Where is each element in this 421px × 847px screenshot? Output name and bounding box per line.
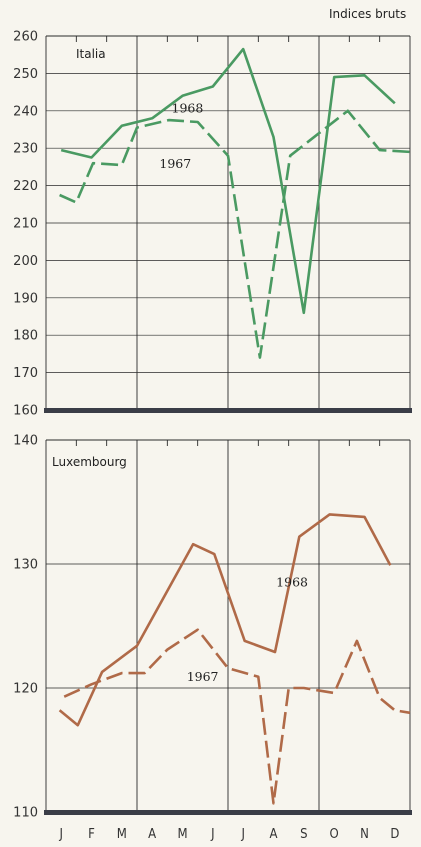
y-tick-label: 260 — [13, 30, 38, 45]
x-tick-label: A — [270, 827, 278, 842]
x-tick-label: A — [148, 827, 156, 842]
italia-title: Italia — [76, 47, 106, 61]
series-line-1968 — [58, 513, 392, 727]
x-tick-label: M — [117, 827, 127, 842]
x-tick-label: J — [58, 827, 62, 842]
x-tick-label: J — [240, 827, 244, 842]
x-axis-baseline — [44, 408, 412, 413]
x-tick-label: F — [88, 827, 95, 842]
units-label: Indices bruts — [329, 7, 406, 21]
y-tick-label: 220 — [13, 179, 38, 194]
series-line-1968 — [60, 47, 396, 315]
y-tick-label: 130 — [13, 558, 38, 573]
x-tick-label: D — [390, 827, 399, 842]
y-tick-label: 170 — [13, 366, 38, 381]
x-axis-baseline — [44, 810, 412, 815]
chart-panel-2: 110 120 130 140 Luxembourg 1968 1967 — [13, 434, 412, 821]
series-annotation: 1968 — [276, 575, 308, 590]
y-tick-label: 160 — [13, 404, 38, 419]
x-tick-label: J — [210, 827, 214, 842]
y-tick-label: 140 — [13, 434, 38, 449]
y-tick-label: 180 — [13, 329, 38, 344]
series-annotation: 1968 — [172, 101, 204, 116]
series-line-1967 — [63, 628, 411, 805]
x-tick-label: S — [300, 827, 307, 842]
x-tick-label: O — [330, 827, 339, 842]
y-tick-label: 120 — [13, 682, 38, 697]
series-annotation: 1967 — [159, 156, 191, 171]
chart-panel-1: 160 170 180 190 200 210 220 230 240 250 260 Italia 1… — [13, 30, 412, 419]
y-tick-label: 240 — [13, 104, 38, 119]
series-annotation: 1967 — [187, 669, 219, 684]
luxembourg-title: Luxembourg — [52, 455, 127, 469]
y-tick-label: 110 — [13, 806, 38, 821]
y-tick-label: 230 — [13, 142, 38, 157]
x-tick-label: M — [177, 827, 187, 842]
y-tick-label: 200 — [13, 254, 38, 269]
series-line-1967 — [59, 109, 411, 359]
y-tick-label: 250 — [13, 67, 38, 82]
y-tick-label: 190 — [13, 291, 38, 306]
x-tick-label: N — [360, 827, 369, 842]
y-tick-label: 210 — [13, 217, 38, 232]
